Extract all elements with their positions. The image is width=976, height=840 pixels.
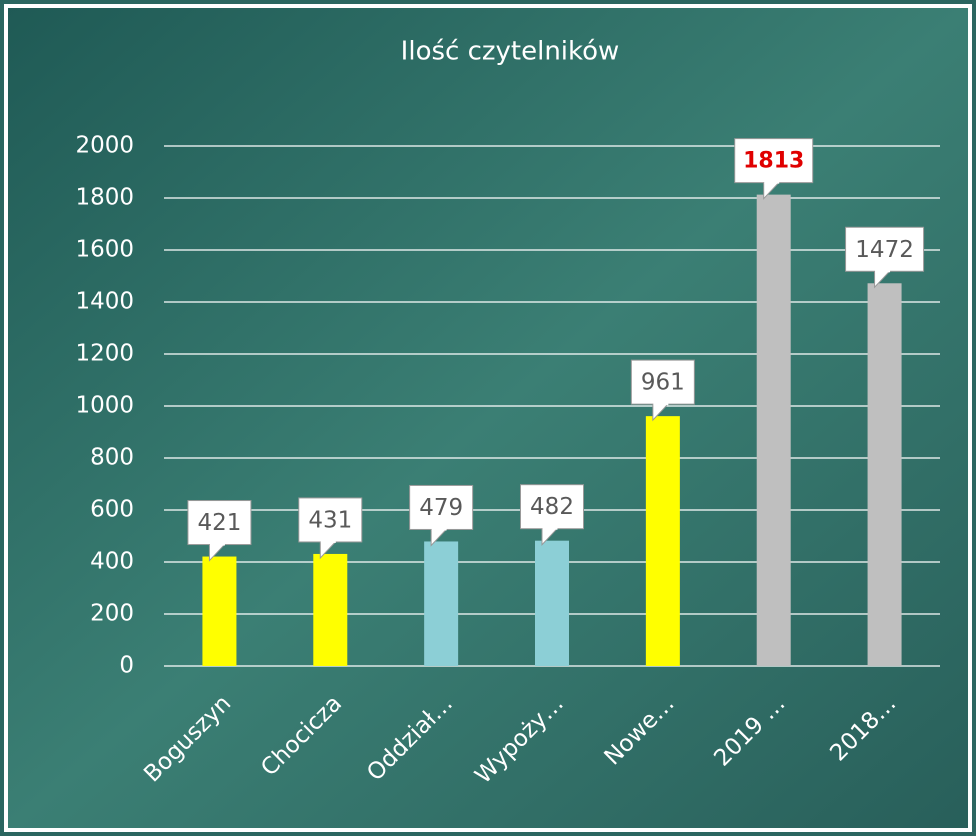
data-label: 421 bbox=[197, 510, 241, 536]
data-label: 482 bbox=[530, 494, 574, 520]
callout-box bbox=[845, 226, 925, 272]
y-tick-label: 1600 bbox=[75, 237, 134, 263]
callout-join bbox=[320, 539, 336, 543]
callout-join bbox=[875, 269, 891, 273]
data-label: 1472 bbox=[855, 237, 914, 263]
y-tick-label: 2000 bbox=[75, 133, 134, 159]
data-label: 431 bbox=[308, 507, 352, 533]
y-tick-label: 600 bbox=[90, 497, 134, 523]
chart-title: Ilość czytelników bbox=[401, 37, 620, 67]
callout-box bbox=[298, 497, 363, 543]
data-label: 961 bbox=[641, 370, 685, 396]
bar bbox=[424, 541, 459, 666]
callout-join bbox=[653, 402, 669, 406]
y-tick-label: 400 bbox=[90, 549, 134, 575]
y-tick-label: 800 bbox=[90, 445, 134, 471]
bar bbox=[202, 556, 237, 666]
y-tick-label: 200 bbox=[90, 601, 134, 627]
data-label: 479 bbox=[419, 495, 463, 521]
callout-join bbox=[542, 526, 558, 530]
bar bbox=[535, 540, 569, 666]
y-tick-label: 1200 bbox=[75, 341, 134, 367]
y-tick-label: 0 bbox=[119, 653, 134, 679]
data-label: 1813 bbox=[743, 149, 804, 174]
y-tick-label: 1800 bbox=[75, 185, 134, 211]
callout-join bbox=[209, 542, 225, 546]
bar bbox=[867, 283, 902, 666]
y-tick-label: 1400 bbox=[75, 289, 134, 315]
bar bbox=[645, 416, 680, 666]
callout-box bbox=[409, 484, 474, 530]
callout-box bbox=[187, 500, 252, 546]
callout-box bbox=[520, 484, 584, 530]
callout-box bbox=[734, 138, 814, 184]
bar bbox=[756, 194, 791, 666]
callout-box bbox=[630, 359, 695, 405]
callout-join bbox=[431, 527, 447, 531]
bar bbox=[313, 553, 348, 666]
frame bbox=[4, 4, 972, 832]
y-tick-label: 1000 bbox=[75, 393, 134, 419]
callout-join bbox=[764, 180, 780, 184]
